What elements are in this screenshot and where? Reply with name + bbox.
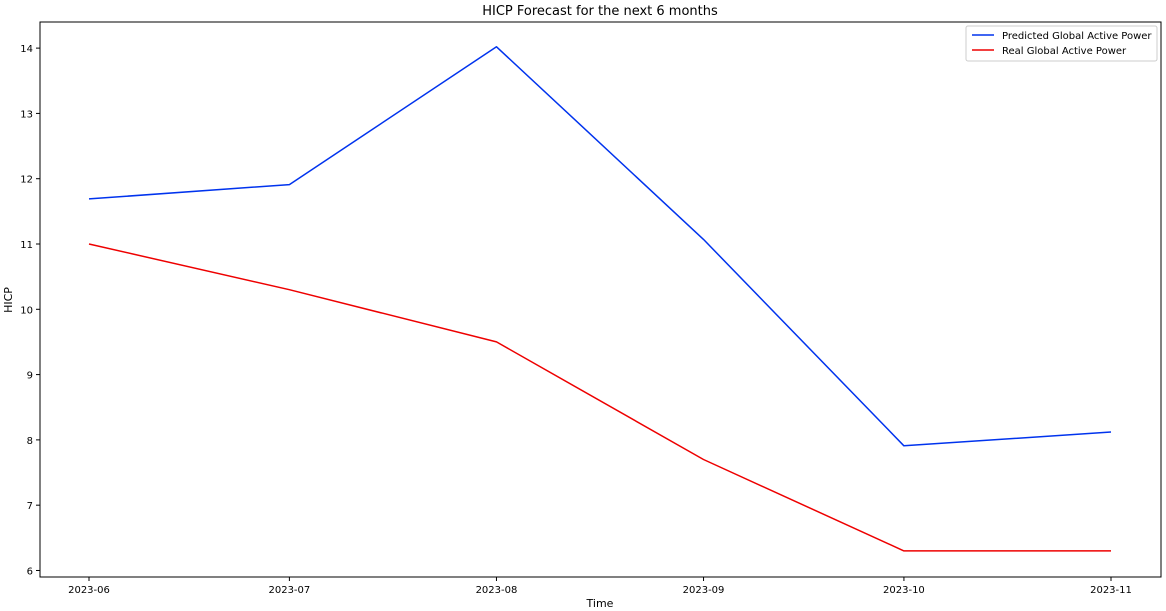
- x-tick-label: 2023-11: [1090, 585, 1132, 596]
- x-tick-label: 2023-08: [476, 585, 518, 596]
- y-axis-ticks: 6 7 8 9 10 11 12 13 14: [20, 44, 40, 577]
- legend-label-real: Real Global Active Power: [1002, 46, 1127, 57]
- y-axis-label: HICP: [2, 287, 15, 313]
- x-axis-ticks: 2023-06 2023-07 2023-08 2023-09 2023-10 2023-…: [68, 577, 1132, 596]
- y-tick-label: 12: [20, 175, 33, 186]
- plot-area: [39, 21, 1162, 578]
- legend-box: [965, 25, 1158, 62]
- series-line-predicted: [88, 46, 1112, 447]
- series-lines: [88, 46, 1112, 552]
- x-tick-label: 2023-09: [683, 585, 725, 596]
- x-tick-label: 2023-06: [68, 585, 110, 596]
- chart-title: HICP Forecast for the next 6 months: [482, 4, 718, 19]
- y-tick-label: 8: [27, 436, 33, 447]
- x-tick-label: 2023-10: [883, 585, 925, 596]
- y-tick-label: 10: [20, 305, 33, 316]
- x-tick-label: 2023-07: [268, 585, 310, 596]
- y-tick-label: 11: [20, 240, 33, 251]
- series-line-real: [88, 243, 1111, 552]
- y-tick-label: 6: [27, 566, 33, 577]
- y-tick-label: 13: [20, 109, 33, 120]
- y-tick-label: 9: [27, 371, 33, 382]
- y-tick-label: 14: [20, 44, 33, 55]
- y-tick-label: 7: [27, 501, 33, 512]
- x-axis-label: Time: [586, 597, 614, 610]
- legend: Predicted Global Active Power Real Globa…: [965, 25, 1158, 62]
- legend-label-predicted: Predicted Global Active Power: [1002, 31, 1152, 42]
